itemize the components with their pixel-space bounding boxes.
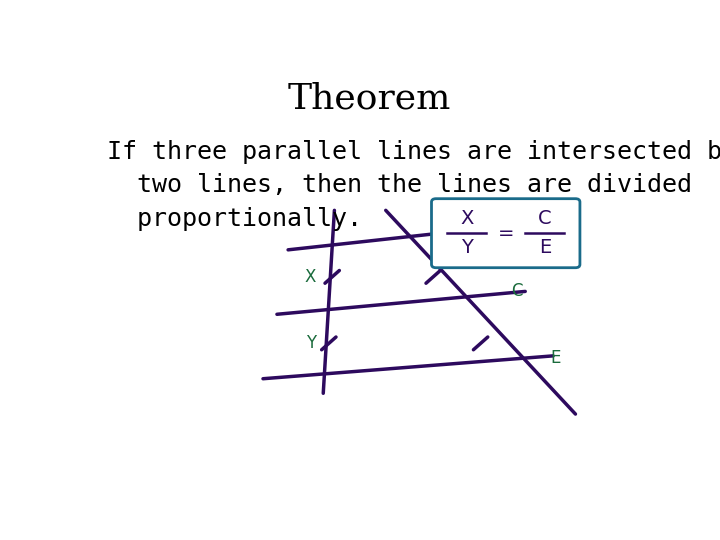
Text: C: C [538, 210, 552, 228]
Text: =: = [498, 224, 514, 242]
Text: C: C [511, 282, 523, 300]
Text: X: X [460, 210, 473, 228]
Text: E: E [550, 349, 561, 367]
FancyBboxPatch shape [431, 199, 580, 268]
Text: Y: Y [461, 238, 472, 257]
Text: Y: Y [306, 334, 316, 353]
Text: Theorem: Theorem [287, 82, 451, 116]
Text: X: X [305, 268, 316, 286]
Text: E: E [539, 238, 551, 257]
Text: If three parallel lines are intersected by
  two lines, then the lines are divid: If three parallel lines are intersected … [107, 140, 720, 231]
